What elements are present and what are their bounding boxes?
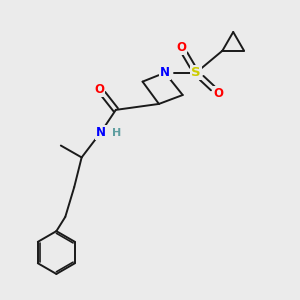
Text: O: O: [213, 87, 224, 100]
Text: N: N: [160, 66, 170, 79]
Text: H: H: [112, 128, 121, 138]
Text: S: S: [191, 66, 201, 79]
Text: O: O: [94, 82, 104, 96]
Text: N: N: [96, 126, 106, 139]
Text: O: O: [176, 41, 186, 54]
